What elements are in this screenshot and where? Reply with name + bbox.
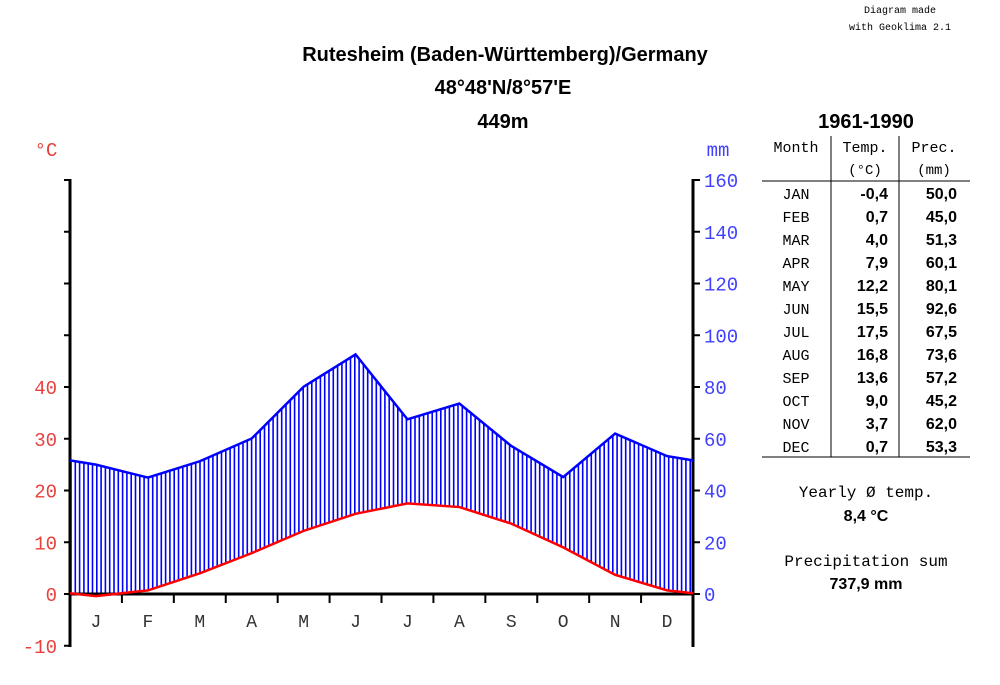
prec-sum-label: Precipitation sum <box>784 553 947 571</box>
month-label: M <box>194 613 205 633</box>
row-temp: 4,0 <box>866 232 888 249</box>
row-temp: 3,7 <box>866 416 888 433</box>
month-label: J <box>350 613 361 633</box>
row-month: NOV <box>782 417 809 434</box>
month-label: A <box>454 613 465 633</box>
header-prec: Prec. <box>911 140 956 157</box>
prec-tick-label: 80 <box>704 378 727 400</box>
prec-tick-label: 140 <box>704 223 738 245</box>
prec-tick-label: 160 <box>704 171 738 193</box>
header-temp-unit: (°C) <box>848 163 882 179</box>
header-prec-unit: (mm) <box>917 163 951 179</box>
row-prec: 80,1 <box>926 278 957 295</box>
prec-tick-label: 60 <box>704 430 727 452</box>
row-prec: 50,0 <box>926 186 957 203</box>
row-prec: 51,3 <box>926 232 957 249</box>
row-month: MAR <box>782 233 809 250</box>
row-month: JUL <box>782 325 809 342</box>
row-temp: 0,7 <box>866 209 888 226</box>
prec-axis-label: mm <box>707 140 730 162</box>
row-temp: -0,4 <box>860 186 888 203</box>
month-label: J <box>91 613 102 633</box>
table-period: 1961-1990 <box>818 111 914 133</box>
row-temp: 12,2 <box>857 278 888 295</box>
row-prec: 73,6 <box>926 347 957 364</box>
prec-tick-label: 120 <box>704 275 738 297</box>
credit-line-1: Diagram made <box>864 5 936 17</box>
row-temp: 13,6 <box>857 370 888 387</box>
row-temp: 16,8 <box>857 347 888 364</box>
month-label: M <box>298 613 309 633</box>
row-temp: 9,0 <box>866 393 888 410</box>
row-temp: 15,5 <box>857 301 888 318</box>
prec-tick-label: 100 <box>704 326 738 348</box>
row-month: MAY <box>782 279 809 296</box>
temp-tick-label: 10 <box>34 533 57 555</box>
month-label: A <box>246 613 257 633</box>
row-prec: 53,3 <box>926 439 957 456</box>
month-label: J <box>402 613 413 633</box>
month-label: N <box>610 613 621 633</box>
row-month: OCT <box>782 394 809 411</box>
chart-title: Rutesheim (Baden-Württemberg)/Germany <box>302 44 708 66</box>
month-label: S <box>506 613 517 633</box>
row-prec: 60,1 <box>926 255 957 272</box>
header-temp: Temp. <box>842 140 887 157</box>
month-label: D <box>662 613 673 633</box>
yearly-temp-value: 8,4 °C <box>844 508 889 525</box>
header-month: Month <box>773 140 818 157</box>
row-month: FEB <box>782 210 809 227</box>
row-prec: 57,2 <box>926 370 957 387</box>
row-prec: 62,0 <box>926 416 957 433</box>
row-month: AUG <box>782 348 809 365</box>
row-temp: 7,9 <box>866 255 888 272</box>
precipitation-line <box>69 352 694 479</box>
prec-tick-label: 20 <box>704 533 727 555</box>
prec-tick-label: 0 <box>704 585 715 607</box>
row-temp: 0,7 <box>866 439 888 456</box>
month-label: O <box>558 613 569 633</box>
temp-tick-label: 0 <box>46 585 57 607</box>
credit-line-2: with Geoklima 2.1 <box>849 22 951 34</box>
row-prec: 45,0 <box>926 209 957 226</box>
row-month: DEC <box>782 440 809 457</box>
month-label: F <box>142 613 153 633</box>
row-month: JAN <box>782 187 809 204</box>
row-temp: 17,5 <box>857 324 888 341</box>
prec-sum-value: 737,9 mm <box>830 576 903 593</box>
chart-elevation: 449m <box>477 111 528 133</box>
row-prec: 92,6 <box>926 301 957 318</box>
yearly-temp-label: Yearly Ø temp. <box>799 484 933 502</box>
row-month: SEP <box>782 371 809 388</box>
row-prec: 67,5 <box>926 324 957 341</box>
climate-table: Month Temp. Prec. (°C) (mm) JAN -0,4 50,0 FEB 0,7… <box>762 136 970 458</box>
row-month: JUN <box>782 302 809 319</box>
temperature-line <box>69 502 694 598</box>
temp-tick-label: 40 <box>34 378 57 400</box>
chart-coordinates: 48°48'N/8°57'E <box>435 77 572 99</box>
row-month: APR <box>782 256 809 273</box>
prec-tick-label: 40 <box>704 482 727 504</box>
temp-axis-label: °C <box>35 140 58 162</box>
row-prec: 45,2 <box>926 393 957 410</box>
temp-tick-label: 30 <box>34 430 57 452</box>
temp-tick-label: -10 <box>23 637 57 659</box>
temp-tick-label: 20 <box>34 482 57 504</box>
